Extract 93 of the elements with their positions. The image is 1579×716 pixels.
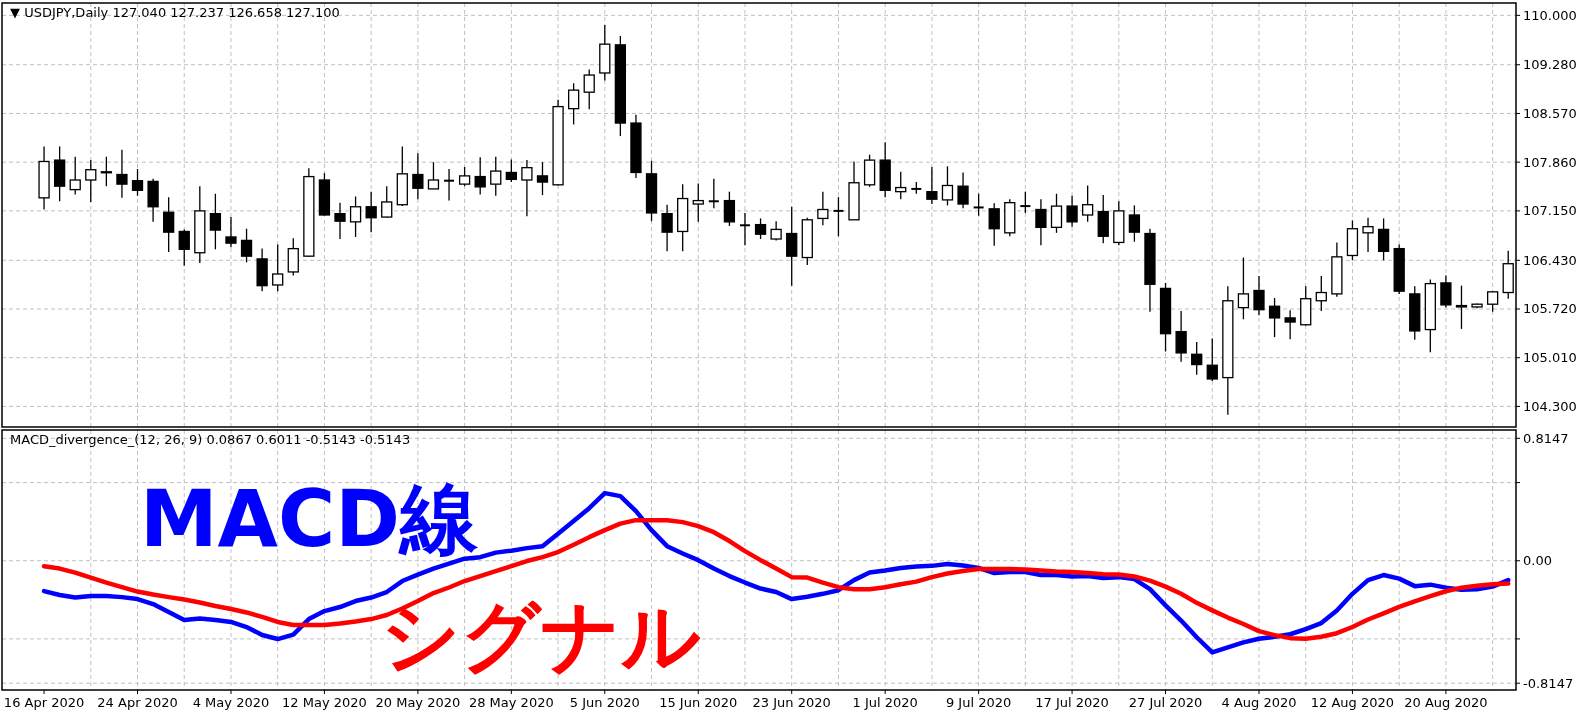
candlestick [1237, 256, 1250, 320]
candlestick [1268, 297, 1281, 338]
candlestick [490, 156, 502, 197]
x-tick-label: 4 Aug 2020 [1221, 695, 1297, 710]
y-tick-label: 109.280 [1523, 57, 1577, 73]
chart-title: ▼ USDJPY,Daily 127.040 127.237 126.658 127.100 [10, 5, 340, 20]
y-tick-label: 0.00 [1523, 553, 1552, 569]
candlestick [583, 68, 595, 110]
candlestick [225, 216, 237, 248]
candlestick [1035, 198, 1047, 246]
x-tick-label: 28 May 2020 [468, 695, 554, 710]
candlestick [1206, 337, 1218, 382]
candlestick [926, 166, 938, 205]
x-tick-label: 16 Apr 2020 [3, 695, 85, 710]
candlestick [707, 177, 720, 209]
candlestick [381, 185, 393, 219]
candlestick [1191, 341, 1203, 376]
x-tick-label: 9 Jul 2020 [945, 695, 1012, 710]
candlestick [817, 191, 829, 226]
candlestick [1455, 285, 1468, 330]
candlestick [69, 156, 81, 196]
candlestick [178, 228, 190, 267]
x-tick-label: 12 Aug 2020 [1310, 695, 1395, 710]
y-tick-label: -0.8147 [1523, 675, 1574, 691]
candlestick [365, 191, 377, 233]
series-label: MACD線 [140, 474, 479, 564]
candlestick [1486, 290, 1499, 313]
candlestick [100, 156, 113, 187]
x-tick-label: 4 May 2020 [192, 695, 270, 710]
candlestick [521, 159, 533, 218]
candlestick [1082, 184, 1094, 223]
chart-title: MACD_divergence_(12, 26, 9) 0.0867 0.6011 -0.5143 -0.5143 [10, 432, 411, 447]
x-tick-label: 15 Jun 2020 [659, 695, 738, 710]
candlestick [427, 161, 440, 190]
candlestick [240, 228, 253, 263]
candlestick [786, 206, 798, 287]
candlestick [988, 202, 1000, 247]
candlestick [1050, 193, 1063, 234]
y-tick-label: 107.150 [1523, 203, 1577, 219]
x-tick-label: 20 May 2020 [375, 695, 461, 710]
x-tick-label: 23 Jun 2020 [752, 695, 831, 710]
x-tick-label: 5 Jun 2020 [569, 695, 640, 710]
y-tick-label: 105.010 [1523, 350, 1577, 366]
candlestick [1315, 275, 1327, 312]
candlestick [85, 159, 97, 203]
y-tick-label: 105.720 [1523, 301, 1577, 317]
x-tick-label: 12 May 2020 [282, 695, 367, 710]
candlestick [163, 196, 175, 253]
y-tick-label: 107.860 [1523, 154, 1577, 170]
candlestick [723, 191, 736, 227]
candlestick [738, 212, 751, 246]
x-tick-label: 20 Aug 2020 [1404, 695, 1488, 710]
x-tick-label: 1 Jul 2020 [852, 695, 918, 710]
candlestick [349, 195, 362, 238]
candlestick [1284, 309, 1296, 340]
candlestick [754, 217, 767, 240]
candlestick [1175, 310, 1187, 363]
candlestick [1019, 191, 1032, 214]
candlestick [334, 202, 346, 240]
candlestick [832, 196, 845, 237]
candlestick [972, 193, 985, 217]
candlestick [536, 161, 549, 196]
x-tick-label: 27 Jul 2020 [1128, 695, 1203, 710]
y-tick-label: 104.300 [1523, 398, 1577, 414]
y-tick-label: 106.430 [1523, 252, 1577, 268]
candlestick [209, 193, 222, 250]
candlestick [567, 82, 580, 126]
candlestick [1066, 195, 1078, 228]
candlestick [131, 168, 144, 197]
candlestick [1440, 274, 1452, 309]
candlestick [116, 149, 128, 199]
x-tick-label: 17 Jul 2020 [1035, 695, 1109, 710]
series-label: シグナル [381, 591, 701, 681]
y-tick-label: 108.570 [1523, 105, 1577, 121]
candlestick [443, 168, 456, 202]
candlestick [692, 182, 704, 223]
candlestick [1253, 275, 1265, 316]
candlestick [941, 165, 954, 207]
candlestick [458, 166, 471, 187]
y-tick-label: 0.8147 [1523, 430, 1569, 446]
x-tick-label: 24 Apr 2020 [97, 695, 178, 710]
candlestick [1362, 217, 1374, 253]
candlestick [474, 156, 486, 196]
y-tick-label: 110.000 [1523, 7, 1577, 23]
candlestick [661, 204, 673, 253]
candlestick [1377, 217, 1390, 261]
candlestick [957, 171, 969, 209]
candlestick [1128, 204, 1141, 243]
candlestick [505, 158, 517, 183]
candlestick [272, 243, 284, 292]
candlestick [412, 152, 424, 200]
candlestick [895, 171, 907, 200]
candlestick [287, 237, 299, 277]
